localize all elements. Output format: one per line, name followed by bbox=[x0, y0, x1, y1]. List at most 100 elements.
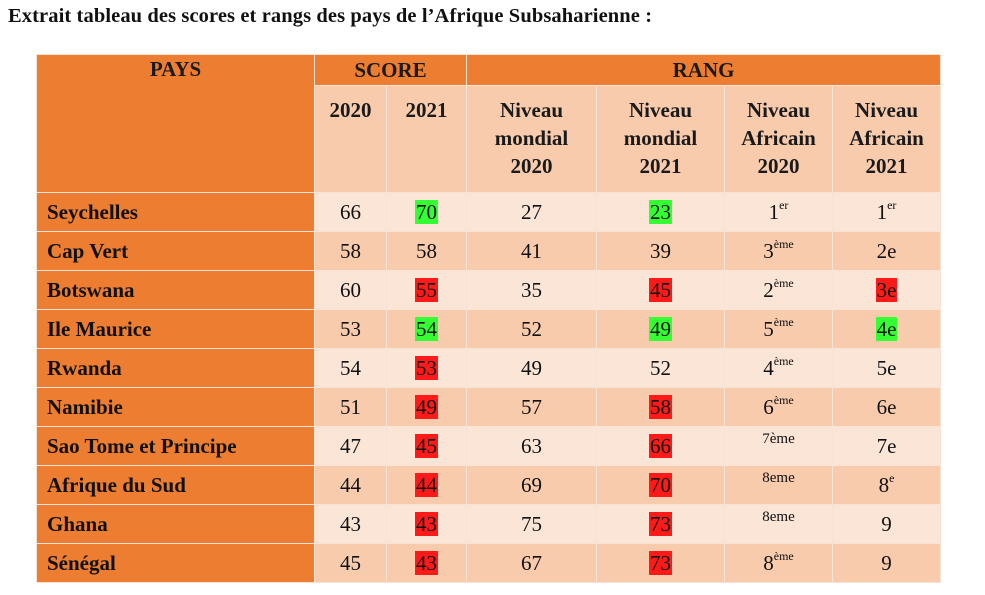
cell-africain-2021: 8e bbox=[878, 470, 895, 497]
cell-pays: Sénégal bbox=[36, 543, 315, 583]
table-row: Botswana 60 55 35 45 2ème 3e bbox=[36, 270, 942, 310]
cell-mondial-2020-wrap: 52 bbox=[466, 309, 598, 349]
cell-mondial-2020-wrap: 49 bbox=[466, 348, 598, 388]
cell-score-2020: 60 bbox=[340, 277, 361, 302]
table-row: Seychelles 66 70 27 23 1er 1er bbox=[36, 192, 942, 232]
cell-score-2021: 43 bbox=[415, 511, 438, 536]
table-row: Namibie 51 49 57 58 6ème 6e bbox=[36, 387, 942, 427]
cell-africain-2021: 6e bbox=[876, 394, 897, 419]
cell-score-2021: 70 bbox=[415, 199, 438, 224]
cell-score-2021-wrap: 53 bbox=[385, 348, 468, 388]
cell-africain-2021: 1er bbox=[876, 197, 897, 224]
table-row: Cap Vert 58 58 41 39 3ème 2e bbox=[36, 231, 942, 271]
header-mondial-2021: Niveau mondial 2021 bbox=[596, 85, 726, 193]
cell-africain-2020-wrap: 6ème bbox=[724, 387, 834, 427]
header-score-2020: 2020 bbox=[314, 85, 387, 193]
cell-pays: Cap Vert bbox=[36, 231, 315, 271]
cell-africain-2020-wrap: 2ème bbox=[724, 270, 834, 310]
cell-pays: Seychelles bbox=[36, 192, 315, 232]
cell-score-2021: 53 bbox=[415, 355, 438, 380]
cell-mondial-2020-wrap: 67 bbox=[466, 543, 598, 583]
cell-africain-2021-wrap: 2e bbox=[832, 231, 942, 271]
cell-africain-2021-wrap: 8e bbox=[832, 465, 942, 505]
cell-africain-2020: 8eme bbox=[762, 469, 795, 486]
table-row: Ile Maurice 53 54 52 49 5ème 4e bbox=[36, 309, 942, 349]
table-body: Seychelles 66 70 27 23 1er 1er Cap Vert 58 58 41 39… bbox=[36, 192, 942, 583]
header-row-sub: 2020 2021 Niveau mondial 2020 Niveau mondia… bbox=[37, 85, 942, 193]
cell-pays: Botswana bbox=[36, 270, 315, 310]
cell-mondial-2021: 23 bbox=[649, 199, 673, 224]
cell-mondial-2021-wrap: 52 bbox=[596, 348, 726, 388]
cell-mondial-2021: 66 bbox=[649, 433, 673, 458]
cell-mondial-2020-wrap: 69 bbox=[466, 465, 598, 505]
table-row: Sao Tome et Principe 47 45 63 66 7ème 7e bbox=[36, 426, 942, 466]
cell-mondial-2021: 45 bbox=[649, 277, 673, 302]
cell-score-2021: 45 bbox=[415, 433, 438, 458]
cell-africain-2020: 3ème bbox=[763, 236, 794, 263]
cell-mondial-2020-wrap: 63 bbox=[466, 426, 598, 466]
header-pays: PAYS bbox=[36, 54, 315, 193]
cell-africain-2021: 4e bbox=[875, 316, 898, 341]
cell-score-2020-wrap: 44 bbox=[314, 465, 387, 505]
cell-score-2021: 55 bbox=[415, 277, 438, 302]
cell-africain-2020-wrap: 8eme bbox=[724, 465, 834, 505]
header-mondial-2020: Niveau mondial 2020 bbox=[466, 85, 598, 193]
cell-mondial-2021-wrap: 49 bbox=[596, 309, 726, 349]
table-row: Afrique du Sud 44 44 69 70 8eme 8e bbox=[36, 465, 942, 505]
cell-score-2020-wrap: 51 bbox=[314, 387, 387, 427]
cell-score-2020: 51 bbox=[340, 394, 361, 419]
cell-score-2020: 45 bbox=[340, 550, 361, 575]
cell-mondial-2021-wrap: 58 bbox=[596, 387, 726, 427]
cell-mondial-2020-wrap: 41 bbox=[466, 231, 598, 271]
cell-africain-2020: 7ème bbox=[762, 430, 795, 447]
cell-score-2020-wrap: 43 bbox=[314, 504, 387, 544]
cell-mondial-2021-wrap: 66 bbox=[596, 426, 726, 466]
cell-score-2021-wrap: 54 bbox=[385, 309, 468, 349]
cell-mondial-2020: 75 bbox=[521, 511, 543, 536]
cell-score-2021-wrap: 58 bbox=[385, 231, 468, 271]
cell-africain-2021-wrap: 7e bbox=[832, 426, 942, 466]
cell-mondial-2021-wrap: 45 bbox=[596, 270, 726, 310]
cell-africain-2021: 3e bbox=[875, 277, 898, 302]
cell-score-2020-wrap: 54 bbox=[314, 348, 387, 388]
cell-mondial-2020: 27 bbox=[521, 199, 543, 224]
cell-score-2021-wrap: 55 bbox=[385, 270, 468, 310]
cell-mondial-2021: 39 bbox=[650, 238, 672, 263]
cell-score-2021: 54 bbox=[415, 316, 438, 341]
cell-mondial-2020-wrap: 75 bbox=[466, 504, 598, 544]
cell-africain-2020-wrap: 4ème bbox=[724, 348, 834, 388]
cell-score-2020-wrap: 53 bbox=[314, 309, 387, 349]
cell-score-2020: 53 bbox=[340, 316, 361, 341]
cell-score-2020-wrap: 66 bbox=[314, 192, 387, 232]
cell-mondial-2020: 49 bbox=[521, 355, 543, 380]
cell-africain-2020: 6ème bbox=[763, 392, 794, 419]
header-row-main: PAYS SCORE RANG bbox=[36, 54, 942, 193]
cell-mondial-2021: 70 bbox=[649, 472, 673, 497]
cell-mondial-2021-wrap: 73 bbox=[596, 543, 726, 583]
cell-mondial-2021-wrap: 73 bbox=[596, 504, 726, 544]
cell-score-2021-wrap: 45 bbox=[385, 426, 468, 466]
header-score-2021: 2021 bbox=[385, 85, 468, 193]
cell-mondial-2020-wrap: 35 bbox=[466, 270, 598, 310]
cell-score-2021-wrap: 43 bbox=[385, 504, 468, 544]
cell-africain-2020-wrap: 1er bbox=[724, 192, 834, 232]
cell-mondial-2020: 57 bbox=[521, 394, 543, 419]
cell-score-2020-wrap: 45 bbox=[314, 543, 387, 583]
cell-score-2020: 43 bbox=[340, 511, 361, 536]
scores-table: PAYS SCORE RANG 2020 2021 Niveau mondial 2… bbox=[36, 54, 942, 583]
cell-mondial-2020-wrap: 57 bbox=[466, 387, 598, 427]
cell-score-2020-wrap: 58 bbox=[314, 231, 387, 271]
header-africain-2020: Niveau Africain 2020 bbox=[724, 85, 834, 193]
cell-score-2020: 54 bbox=[340, 355, 361, 380]
cell-mondial-2021-wrap: 39 bbox=[596, 231, 726, 271]
cell-score-2020: 58 bbox=[340, 238, 361, 263]
cell-score-2021-wrap: 43 bbox=[385, 543, 468, 583]
cell-africain-2021-wrap: 4e bbox=[832, 309, 942, 349]
cell-africain-2021: 9 bbox=[881, 550, 892, 575]
cell-africain-2020: 8ème bbox=[763, 548, 794, 575]
cell-pays: Ile Maurice bbox=[36, 309, 315, 349]
cell-score-2021: 43 bbox=[415, 550, 438, 575]
cell-africain-2020-wrap: 8eme bbox=[724, 504, 834, 544]
cell-mondial-2021: 73 bbox=[649, 511, 673, 536]
cell-africain-2021: 9 bbox=[881, 511, 892, 536]
